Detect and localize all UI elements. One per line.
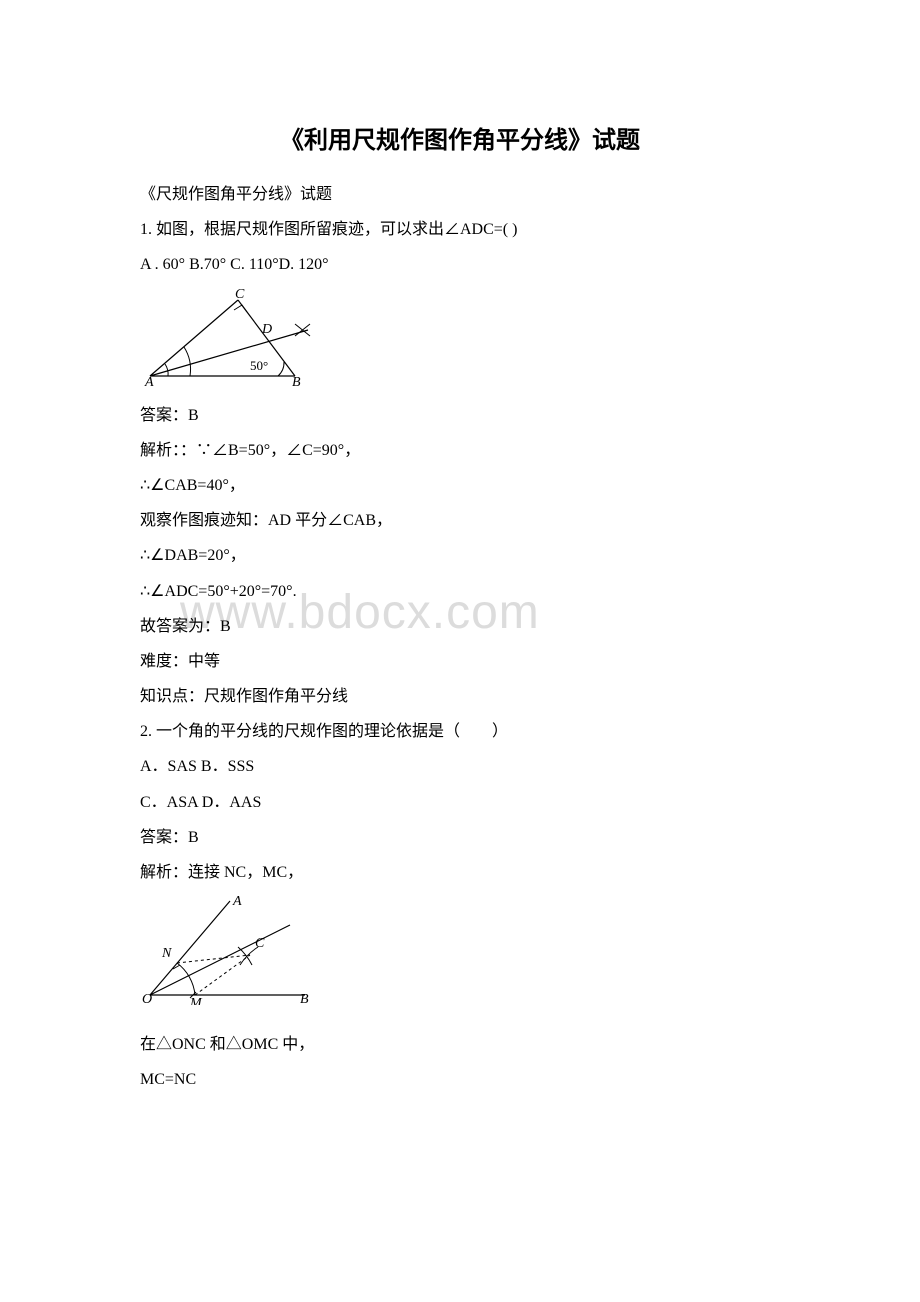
svg-text:A: A [232, 895, 242, 909]
q2-analysis-2: 在△ONC 和△OMC 中， [140, 1027, 780, 1062]
q1-options: A . 60° B.70° C. 110°D. 120° [140, 247, 780, 282]
q1-analysis-6: 故答案为：B [140, 609, 780, 644]
svg-text:50°: 50° [250, 358, 268, 373]
q1-analysis-5: ∴∠ADC=50°+20°=70°. [140, 574, 780, 609]
svg-text:C: C [235, 288, 245, 302]
q2-opt-cd: C．ASA D．AAS [140, 785, 780, 820]
svg-text:B: B [300, 992, 309, 1005]
q1-analysis-1: 解析：：∵∠B=50°，∠C=90°， [140, 433, 780, 468]
q2-stem: 2. 一个角的平分线的尺规作图的理论依据是（ ） [140, 714, 780, 749]
q1-answer: 答案：B [140, 398, 780, 433]
subtitle: 《尺规作图角平分线》试题 [140, 177, 780, 212]
q1-difficulty: 难度：中等 [140, 644, 780, 679]
q2-opt-ab: A．SAS B．SSS [140, 749, 780, 784]
svg-text:D: D [261, 322, 272, 337]
svg-text:A: A [144, 375, 154, 388]
svg-text:O: O [142, 992, 152, 1005]
q1-analysis-3: 观察作图痕迹知：AD 平分∠CAB， [140, 503, 780, 538]
svg-text:C: C [255, 936, 265, 951]
svg-text:B: B [292, 375, 301, 388]
q2-analysis-3: MC=NC [140, 1062, 780, 1097]
q1-analysis-2: ∴∠CAB=40°， [140, 468, 780, 503]
figure-1: A B C D 50° [140, 288, 780, 393]
page-title: 《利用尺规作图作角平分线》试题 [140, 120, 780, 155]
document-content: 《利用尺规作图作角平分线》试题 《尺规作图角平分线》试题 1. 如图，根据尺规作… [140, 120, 780, 1098]
figure-2: O B A M N C [140, 895, 780, 1010]
svg-text:N: N [161, 946, 172, 961]
q2-answer: 答案：B [140, 820, 780, 855]
q2-analysis-1: 解析：连接 NC，MC， [140, 855, 780, 890]
q1-stem: 1. 如图，根据尺规作图所留痕迹，可以求出∠ADC=( ) [140, 212, 780, 247]
q1-analysis-4: ∴∠DAB=20°， [140, 538, 780, 573]
q1-knowledge: 知识点：尺规作图作角平分线 [140, 679, 780, 714]
